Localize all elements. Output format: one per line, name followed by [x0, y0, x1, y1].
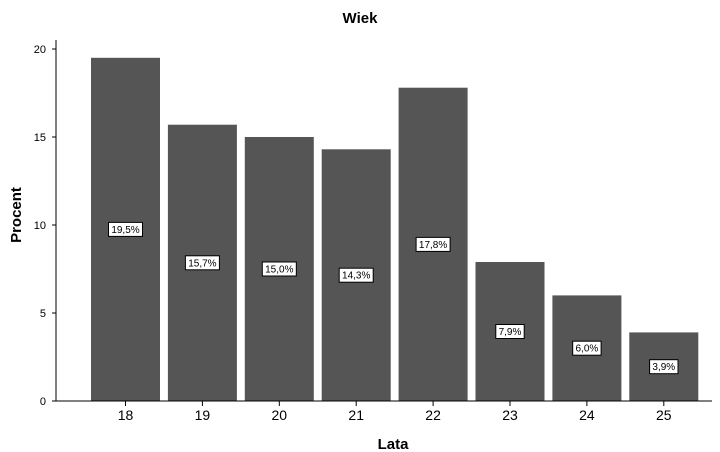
bars-group: 19,5% 15,7% 15,0% 14,3% 17,8% 7,9% 6,0% 3,9%	[91, 57, 699, 402]
y-tick-label-5: 5	[40, 308, 46, 320]
y-tick-label-10: 10	[34, 220, 46, 232]
data-label-text: 6,0%	[576, 344, 599, 355]
data-label-22: 17,8%	[415, 236, 451, 252]
data-label-box	[649, 359, 679, 375]
data-label-text: 14,3%	[342, 271, 370, 282]
x-tick-label-21: 21	[348, 407, 364, 423]
data-label-19: 15,7%	[184, 255, 220, 271]
y-tick-label-15: 15	[34, 132, 46, 144]
y-axis-ticks: 0 5 10 15 20	[34, 44, 56, 408]
data-label-box	[338, 267, 374, 283]
data-label-box	[572, 340, 602, 356]
data-label-text: 19,5%	[111, 225, 139, 236]
data-label-text: 17,8%	[419, 240, 447, 251]
y-axis-label: Procent	[8, 187, 25, 243]
data-label-text: 15,7%	[188, 258, 216, 269]
x-tick-label-25: 25	[656, 407, 672, 423]
data-label-box	[184, 255, 220, 271]
data-label-23: 7,9%	[495, 324, 525, 339]
data-label-24: 6,0%	[572, 340, 602, 356]
data-label-25: 3,9%	[649, 359, 679, 375]
x-tick-label-20: 20	[272, 407, 288, 423]
data-label-box	[495, 324, 525, 339]
data-label-box	[415, 236, 451, 252]
x-tick-label-22: 22	[425, 407, 441, 423]
x-tick-label-24: 24	[579, 407, 595, 423]
x-tick-label-18: 18	[118, 407, 134, 423]
y-tick-label-20: 20	[34, 44, 46, 56]
data-label-text: 7,9%	[499, 327, 522, 338]
data-label-text: 3,9%	[652, 362, 675, 373]
x-axis-ticks: 18 19 20 21 22 23 24 25	[118, 401, 672, 423]
data-label-18: 19,5%	[108, 221, 143, 237]
chart-title: Wiek	[343, 10, 379, 27]
y-tick-label-0: 0	[40, 396, 46, 408]
data-label-21: 14,3%	[338, 267, 374, 283]
data-label-text: 15,0%	[265, 265, 293, 276]
x-tick-label-19: 19	[195, 407, 211, 423]
data-label-20: 15,0%	[261, 261, 297, 277]
data-label-box	[261, 261, 297, 277]
x-tick-label-23: 23	[502, 407, 518, 423]
data-label-box	[108, 221, 143, 237]
x-axis-label: Lata	[378, 436, 410, 452]
